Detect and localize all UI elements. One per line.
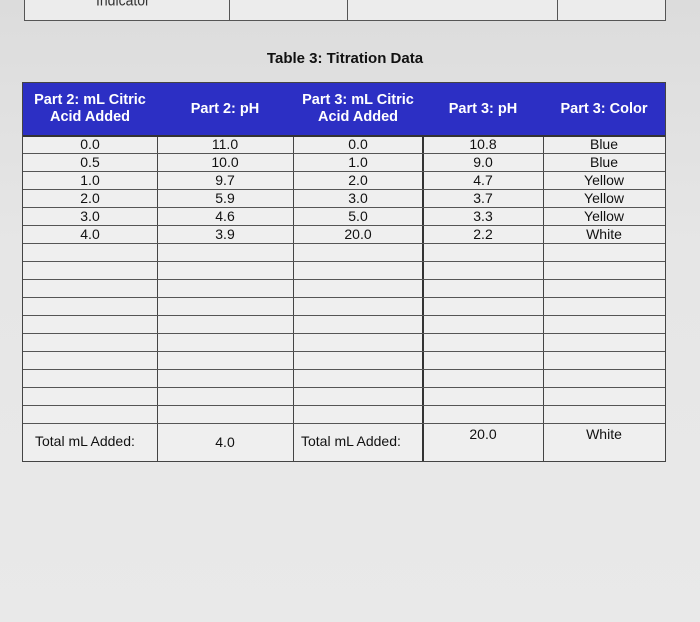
cell-p2-ml: 3.0	[80, 208, 100, 224]
cell-p2-ph: 11.0	[211, 136, 239, 152]
cell-p3-color: Yellow	[584, 190, 624, 206]
cell-p3-color: Blue	[589, 154, 619, 170]
total-label-p3: Total mL Added:	[301, 433, 401, 449]
cell-p3-ml: 3.0	[348, 190, 368, 206]
row-line	[23, 387, 665, 388]
row-line	[23, 351, 665, 352]
total-value-p2: 4.0	[215, 434, 235, 450]
prev-col-divider	[557, 0, 558, 20]
prev-col-divider	[229, 0, 230, 20]
cell-p2-ml: 4.0	[80, 226, 100, 242]
header-p3-color: Part 3: Color	[560, 100, 648, 117]
cell-p3-ph: 3.7	[473, 190, 493, 206]
header-row	[23, 83, 665, 135]
cell-p3-ml: 5.0	[348, 208, 368, 224]
cell-p2-ph: 5.9	[215, 190, 235, 206]
header-p2-ml: Part 2: mL Citric Acid Added	[34, 92, 146, 125]
cell-p2-ml: 0.5	[80, 154, 100, 170]
titration-table: Part 2: mL Citric Acid Added Part 2: pH …	[22, 82, 666, 462]
previous-table-fragment	[24, 0, 666, 21]
cell-p3-color: Yellow	[584, 208, 624, 224]
cell-p3-ml: 20.0	[344, 226, 372, 242]
cell-p3-ml: 1.0	[348, 154, 368, 170]
cell-p3-color: Yellow	[584, 172, 624, 188]
cell-p2-ml: 1.0	[80, 172, 100, 188]
row-line	[23, 243, 665, 244]
cell-p3-ml: 2.0	[348, 172, 368, 188]
row-line	[23, 333, 665, 334]
cell-p2-ml: 0.0	[80, 136, 100, 152]
col-divider	[422, 135, 424, 461]
row-line	[23, 153, 665, 154]
cell-p3-ph: 9.0	[473, 154, 493, 170]
table-title: Table 3: Titration Data	[266, 50, 424, 67]
cell-p2-ml: 2.0	[80, 190, 100, 206]
header-p2-ph: Part 2: pH	[190, 100, 260, 117]
cell-p3-color: White	[586, 226, 622, 242]
previous-table-label: Indicator	[96, 0, 150, 9]
cell-p2-ph: 4.6	[215, 208, 235, 224]
row-line	[23, 279, 665, 280]
cell-p3-ml: 0.0	[348, 136, 368, 152]
cell-p3-ph: 2.2	[473, 226, 493, 242]
row-line	[23, 405, 665, 406]
col-divider	[293, 135, 294, 461]
row-line	[23, 171, 665, 172]
row-line	[23, 225, 665, 226]
total-label-p2: Total mL Added:	[35, 433, 135, 449]
header-p3-ml: Part 3: mL Citric Acid Added	[302, 92, 414, 125]
cell-p3-ph: 10.8	[469, 136, 497, 152]
cell-p3-ph: 4.7	[473, 172, 493, 188]
row-line	[23, 315, 665, 316]
row-line	[23, 135, 665, 137]
col-divider	[543, 135, 544, 461]
row-line	[23, 297, 665, 298]
col-divider	[157, 135, 158, 461]
total-color-p3: White	[586, 426, 622, 442]
prev-col-divider	[347, 0, 348, 20]
row-line	[23, 261, 665, 262]
row-line	[23, 189, 665, 190]
row-line	[23, 369, 665, 370]
header-p3-ph: Part 3: pH	[448, 100, 518, 117]
cell-p2-ph: 9.7	[215, 172, 235, 188]
row-line	[23, 423, 665, 424]
row-line	[23, 207, 665, 208]
cell-p3-ph: 3.3	[473, 208, 493, 224]
total-value-p3: 20.0	[469, 426, 497, 442]
cell-p2-ph: 10.0	[211, 154, 239, 170]
cell-p3-color: Blue	[589, 136, 619, 152]
cell-p2-ph: 3.9	[215, 226, 235, 242]
